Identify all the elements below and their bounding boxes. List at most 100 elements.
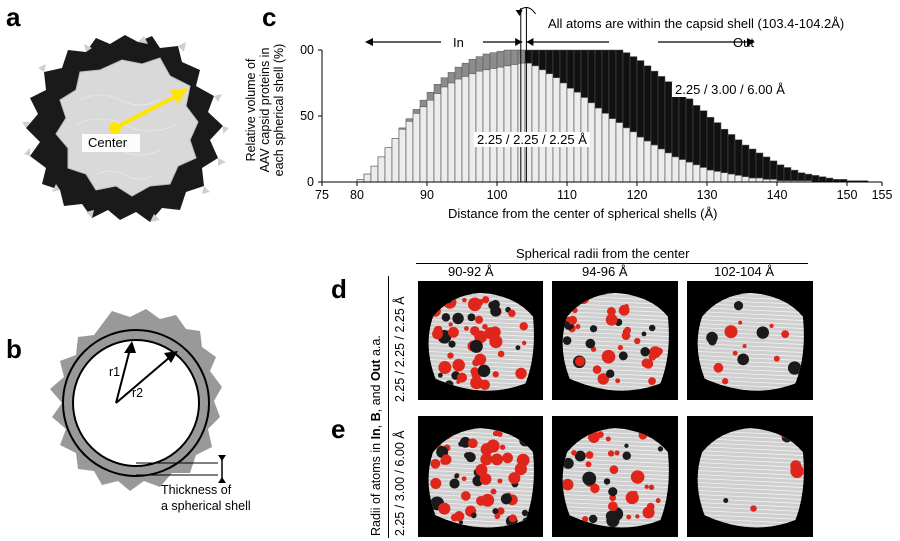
y-tick-label-50: 50 (300, 109, 314, 123)
capsid-surface-spikes (22, 36, 229, 222)
shell-curved-arrow-head (515, 10, 523, 16)
chart-xlabel: Distance from the center of spherical sh… (448, 206, 718, 221)
x-tick-label-140: 140 (767, 188, 788, 202)
capsid-map-d3 (697, 292, 804, 391)
bar-light-107 (545, 73, 554, 183)
bar-dark-145 (811, 175, 820, 183)
bar-light-116 (608, 118, 617, 183)
capsid-map-d2 (562, 292, 669, 391)
bar-light-115 (601, 113, 610, 183)
x-tick-label-80: 80 (350, 188, 364, 202)
x-tick-label-150: 150 (837, 188, 858, 202)
row-d-label: 2.25 / 2.25 / 2.25 Å (393, 296, 407, 402)
bar-light-129 (699, 167, 708, 183)
bar-light-123 (657, 148, 666, 183)
chart-ylabel: Relative volume of AAV capsid proteins i… (244, 40, 286, 180)
capsid-core (55, 57, 199, 197)
x-tick-label-75: 75 (315, 188, 329, 202)
side-label-in: In (369, 428, 383, 440)
bar-light-90 (426, 99, 435, 183)
bar-light-103 (517, 62, 526, 183)
x-tick-label-155: 155 (872, 188, 893, 202)
chart-ylabel-line3: each spherical shell (%) (272, 43, 286, 177)
in-arrow-left-head (365, 38, 373, 46)
radius-arrow (114, 92, 181, 130)
bar-dark-141 (783, 167, 792, 183)
panel-letter-e: e (331, 414, 346, 444)
bar-dark-137 (755, 152, 764, 183)
bar-light-100 (496, 66, 505, 183)
capsid-residue-marks (428, 292, 534, 391)
bar-light-119 (629, 131, 638, 183)
y-tick-label-100: 100 (300, 43, 314, 57)
grid-header: Spherical radii from the center (516, 246, 690, 261)
bar-dark-147 (825, 177, 834, 183)
thickness-label: Thickness of a spherical shell (161, 482, 251, 514)
x-tick-label-130: 130 (697, 188, 718, 202)
bar-light-99 (489, 68, 498, 183)
bar-light-131 (713, 171, 722, 183)
bar-dark-136 (748, 148, 757, 183)
bar-light-92 (440, 86, 449, 183)
histogram-chart: 0 50 100 75 80 90 100 110 120 130 140 150 155 (300, 7, 893, 202)
x-tick-label-100: 100 (487, 188, 508, 202)
in-arrow-right-head (515, 38, 523, 46)
bar-light-93 (447, 82, 456, 183)
bar-light-132 (720, 172, 729, 183)
bar-light-135 (741, 176, 750, 183)
panel-letter-b: b (6, 334, 22, 364)
out-label: Out (733, 35, 754, 50)
panel-letter-c: c (262, 2, 277, 32)
bar-light-130 (706, 169, 715, 183)
radius-arrow-head (170, 88, 188, 104)
r1-label: r1 (109, 365, 121, 379)
x-tick-label-90: 90 (420, 188, 434, 202)
thumb-d-2 (552, 281, 678, 400)
grid-col-1: 90-92 Å (448, 264, 494, 279)
thickness-label-line2: a spherical shell (161, 499, 251, 513)
bar-dark-142 (790, 169, 799, 183)
capsid-map-e3 (697, 428, 804, 528)
center-label: Center (88, 135, 128, 150)
bar-light-106 (538, 69, 547, 183)
bar-light-124 (664, 152, 673, 183)
side-label-and: , and (369, 381, 383, 413)
bar-dark-140 (776, 164, 785, 183)
bar-light-118 (622, 127, 631, 183)
capsid-map-d1 (428, 292, 534, 391)
grid-col-2: 94-96 Å (582, 264, 628, 279)
y-tick-label-0: 0 (307, 175, 314, 189)
dark-series-label: 2.25 / 3.00 / 6.00 Å (672, 82, 788, 97)
out-arrow-left-head (526, 38, 534, 46)
in-label: In (453, 35, 464, 50)
side-label-comma: , (369, 421, 383, 429)
bar-light-96 (468, 73, 477, 183)
bar-light-105 (531, 65, 540, 183)
capsid-map-e2 (562, 428, 669, 528)
light-series-label: 2.25 / 2.25 / 2.25 Å (474, 132, 590, 147)
bar-light-136 (748, 177, 757, 183)
spherical-shell-diagram (50, 309, 226, 491)
bar-light-120 (636, 136, 645, 183)
inner-circle-r1 (72, 339, 200, 467)
bar-light-127 (685, 161, 694, 183)
grid-header-rule (416, 263, 808, 264)
capsid-cross-section-image (22, 35, 229, 222)
capsid-map-e1 (428, 428, 534, 528)
bar-light-86 (398, 128, 407, 183)
outer-circle-r2 (62, 329, 210, 477)
center-label-box (82, 134, 140, 152)
row-e-label: 2.25 / 3.00 / 6.00 Å (393, 430, 407, 536)
bar-light-89 (419, 106, 428, 183)
chart-ylabel-line1: Relative volume of (244, 58, 258, 162)
bar-light-134 (734, 175, 743, 183)
bar-light-117 (615, 122, 624, 183)
bar-dark-139 (769, 160, 778, 183)
thumb-e-1 (418, 416, 543, 537)
r2-arrow (115, 356, 171, 404)
r2-arrow-head (164, 351, 178, 363)
bar-light-81 (363, 173, 372, 183)
r1-arrow (115, 348, 131, 404)
thumb-d-3 (687, 281, 813, 400)
r2-label: r2 (132, 386, 144, 400)
